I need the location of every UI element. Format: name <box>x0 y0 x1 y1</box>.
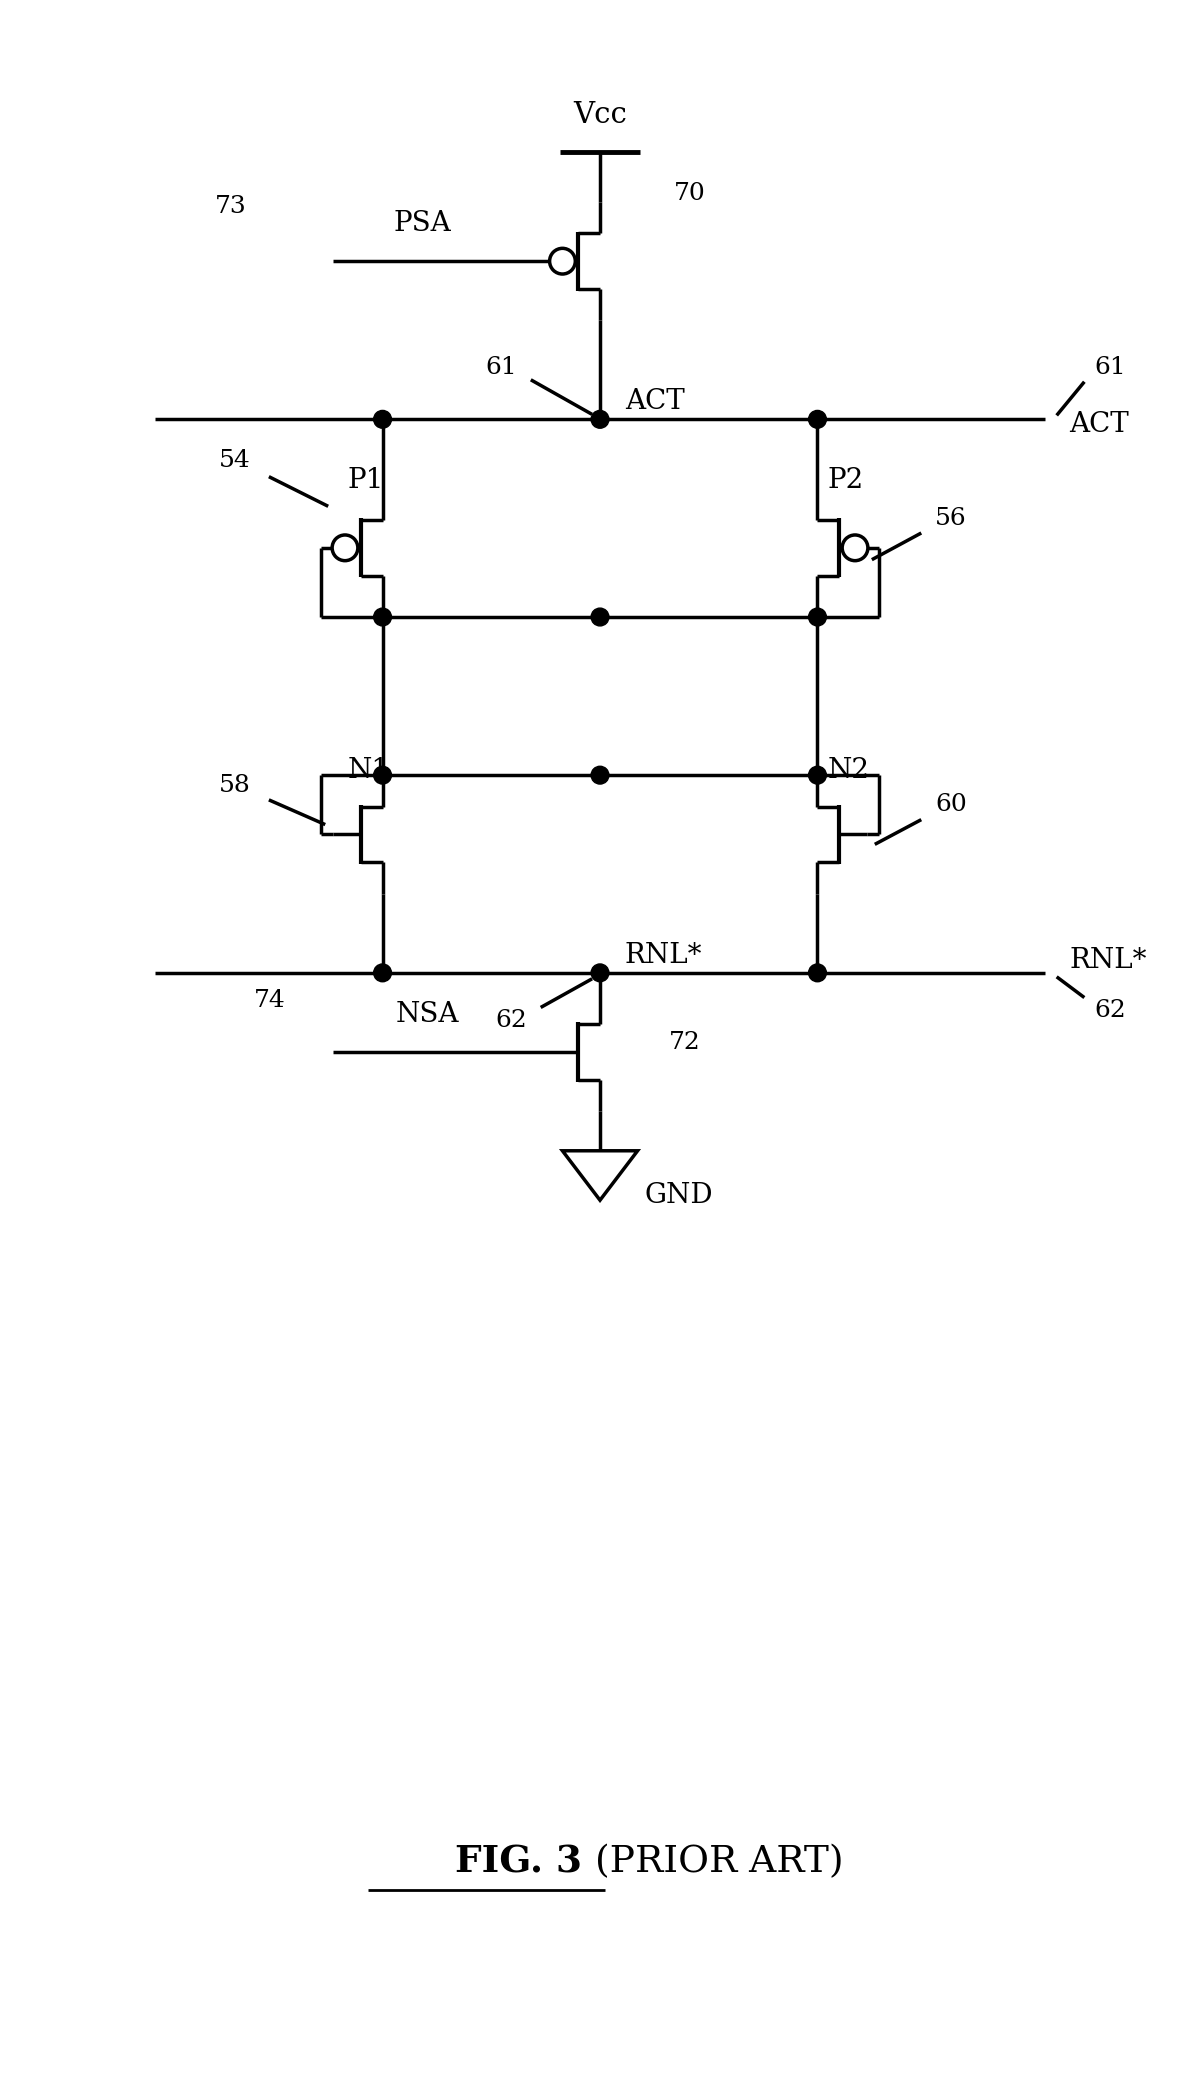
Polygon shape <box>563 1151 637 1201</box>
Text: 62: 62 <box>1094 998 1126 1021</box>
Text: 62: 62 <box>495 1008 526 1031</box>
Text: PSA: PSA <box>393 209 451 236</box>
Circle shape <box>591 964 609 981</box>
Circle shape <box>591 766 609 784</box>
Circle shape <box>374 410 392 429</box>
Text: 60: 60 <box>935 793 966 816</box>
Circle shape <box>549 249 576 274</box>
Circle shape <box>809 410 826 429</box>
Text: 72: 72 <box>670 1031 701 1054</box>
Text: Vcc: Vcc <box>573 100 627 130</box>
Text: 61: 61 <box>1094 356 1126 379</box>
Circle shape <box>374 964 392 981</box>
Text: FIG. 3: FIG. 3 <box>456 1843 595 1881</box>
Circle shape <box>809 609 826 626</box>
Circle shape <box>809 964 826 981</box>
Text: 56: 56 <box>935 506 966 529</box>
Circle shape <box>374 766 392 784</box>
Text: P2: P2 <box>827 467 863 494</box>
Text: ACT: ACT <box>1070 410 1129 437</box>
Text: 74: 74 <box>254 990 286 1013</box>
Text: 58: 58 <box>219 774 250 797</box>
Circle shape <box>809 766 826 784</box>
Text: 54: 54 <box>219 450 250 473</box>
Circle shape <box>591 410 609 429</box>
Text: 73: 73 <box>214 195 246 218</box>
Circle shape <box>843 536 868 561</box>
Text: 70: 70 <box>674 182 706 205</box>
Circle shape <box>374 609 392 626</box>
Text: RNL*: RNL* <box>625 941 702 969</box>
Text: 61: 61 <box>486 356 517 379</box>
Circle shape <box>332 536 358 561</box>
Text: P1: P1 <box>347 467 385 494</box>
Text: NSA: NSA <box>395 1000 459 1027</box>
Text: RNL*: RNL* <box>1070 948 1147 975</box>
Circle shape <box>591 609 609 626</box>
Text: GND: GND <box>644 1182 713 1209</box>
Text: N2: N2 <box>827 757 869 784</box>
Text: (PRIOR ART): (PRIOR ART) <box>595 1845 844 1881</box>
Text: N1: N1 <box>347 757 391 784</box>
Text: ACT: ACT <box>625 387 684 414</box>
